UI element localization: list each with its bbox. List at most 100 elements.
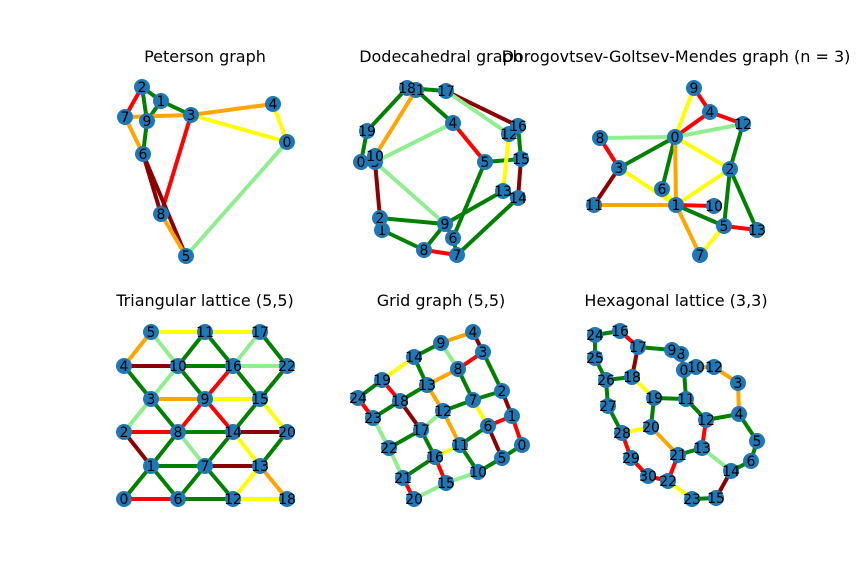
edge-6-5 <box>141 153 188 257</box>
node-label-3: 3 <box>147 392 156 408</box>
node-18 <box>624 369 640 385</box>
node-label-8: 8 <box>596 131 605 147</box>
node-7 <box>117 109 133 125</box>
node-27 <box>600 398 616 414</box>
node-label-8: 8 <box>174 425 183 441</box>
node-23 <box>365 410 381 426</box>
node-label-3: 3 <box>615 161 624 177</box>
node-label-0: 0 <box>671 130 680 146</box>
node-label-1: 1 <box>378 223 387 239</box>
node-18 <box>279 491 295 507</box>
node-label-7: 7 <box>121 110 130 126</box>
node-2 <box>722 161 738 177</box>
edge-13-9 <box>444 189 504 226</box>
node-label-12: 12 <box>705 360 723 376</box>
node-14 <box>406 349 422 365</box>
node-7 <box>449 247 465 263</box>
node-5 <box>178 248 194 264</box>
node-9 <box>686 80 702 96</box>
node-label-18: 18 <box>398 81 416 97</box>
node-label-4: 4 <box>469 325 478 341</box>
node-label-23: 23 <box>364 411 382 427</box>
node-2 <box>116 424 132 440</box>
node-label-16: 16 <box>224 359 242 375</box>
node-label-10: 10 <box>169 359 187 375</box>
node-label-1: 1 <box>147 459 156 475</box>
node-label-5: 5 <box>481 155 490 171</box>
node-label-4: 4 <box>706 105 715 121</box>
node-9 <box>139 113 155 129</box>
node-7 <box>197 458 213 474</box>
edge-2-13 <box>728 168 759 231</box>
node-1 <box>504 408 520 424</box>
node-label-1: 1 <box>157 94 166 110</box>
node-label-24: 24 <box>586 328 604 344</box>
node-label-17: 17 <box>629 340 647 356</box>
node-label-4: 4 <box>735 407 744 423</box>
node-label-0: 0 <box>518 438 527 454</box>
node-label-2: 2 <box>726 162 735 178</box>
node-3 <box>475 344 491 360</box>
node-6 <box>480 418 496 434</box>
node-4 <box>116 358 132 374</box>
node-19 <box>374 372 390 388</box>
node-label-22: 22 <box>278 359 296 375</box>
node-label-13: 13 <box>251 459 269 475</box>
node-13 <box>495 183 511 199</box>
node-0 <box>514 437 530 453</box>
node-label-28: 28 <box>613 426 631 442</box>
edge-12-13 <box>501 133 511 192</box>
node-14 <box>510 190 526 206</box>
edge-17-12 <box>444 89 511 136</box>
node-6 <box>170 491 186 507</box>
node-label-17: 17 <box>251 325 269 341</box>
edge-11-4 <box>414 88 455 125</box>
node-label-6: 6 <box>658 182 667 198</box>
node-label-19: 19 <box>645 391 663 407</box>
node-4 <box>265 96 281 112</box>
node-label-14: 14 <box>224 425 242 441</box>
node-label-9: 9 <box>690 81 699 97</box>
node-label-13: 13 <box>494 184 512 200</box>
node-19 <box>646 390 662 406</box>
node-17 <box>252 324 268 340</box>
node-label-3: 3 <box>187 108 196 124</box>
node-11 <box>678 391 694 407</box>
node-15 <box>438 475 454 491</box>
node-17 <box>438 83 454 99</box>
edge-8-5 <box>159 212 188 258</box>
node-30 <box>640 468 656 484</box>
edge-3-0 <box>618 135 676 170</box>
edge-2-5 <box>722 168 732 227</box>
node-label-12: 12 <box>224 492 242 508</box>
node-15 <box>513 151 529 167</box>
node-label-22: 22 <box>659 474 677 490</box>
edge-0-2 <box>673 135 732 171</box>
node-label-9: 9 <box>437 336 446 352</box>
node-3 <box>730 375 746 391</box>
node-6 <box>654 181 670 197</box>
node-19 <box>359 123 375 139</box>
edge-3-4 <box>374 121 454 164</box>
edge-3-4 <box>190 102 274 117</box>
node-label-12b: 12 <box>697 413 715 429</box>
node-label-21: 21 <box>669 448 687 464</box>
node-label-8: 8 <box>420 243 429 259</box>
node-label-6: 6 <box>174 492 183 508</box>
panel-title-dodecahedral: Dodecahedral graph <box>359 47 523 66</box>
node-label-14: 14 <box>509 191 527 207</box>
node-11 <box>197 324 213 340</box>
node-26 <box>598 372 614 388</box>
node-label-15: 15 <box>707 491 725 507</box>
node-8 <box>416 242 432 258</box>
node-11 <box>586 197 602 213</box>
node-label-11: 11 <box>677 392 695 408</box>
node-label-0: 0 <box>120 492 129 508</box>
node-6 <box>743 453 759 469</box>
node-label-10: 10 <box>687 360 705 376</box>
node-label-27: 27 <box>599 399 617 415</box>
node-8 <box>153 206 169 222</box>
node-12 <box>225 491 241 507</box>
